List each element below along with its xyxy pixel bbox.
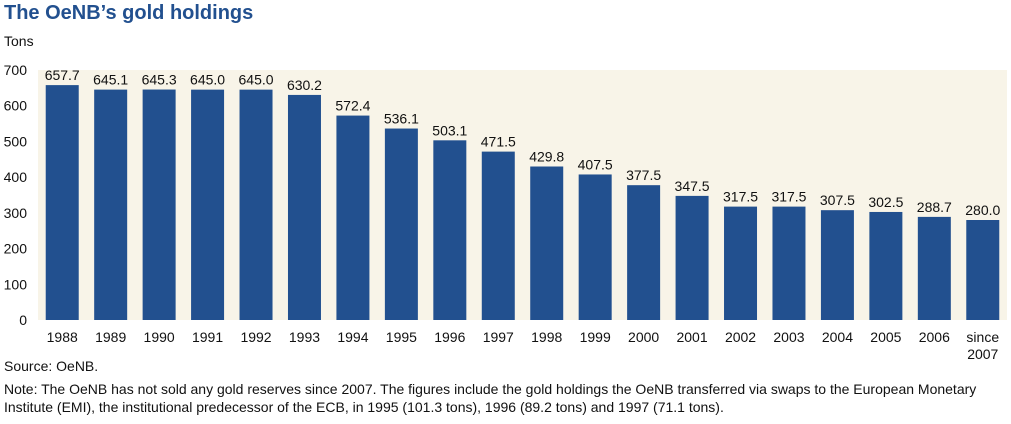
bar: [191, 89, 225, 321]
bar: [578, 174, 612, 320]
bar: [433, 140, 467, 320]
data-label: 645.0: [239, 72, 274, 88]
x-tick-label: 2000: [628, 329, 659, 345]
x-tick-label: 2005: [870, 329, 901, 345]
x-tick-label: 1990: [144, 329, 175, 345]
x-tick-label: since 2007: [966, 329, 999, 362]
data-label: 317.5: [771, 189, 806, 205]
plot-area: [38, 70, 1007, 320]
y-tick-label: 200: [4, 241, 28, 257]
bar: [530, 166, 564, 320]
x-tick-label: 2006: [919, 329, 950, 345]
x-tick-label: 1993: [289, 329, 320, 345]
data-label: 572.4: [335, 98, 370, 114]
x-tick-label: 2003: [773, 329, 804, 345]
x-tick-label: 2002: [725, 329, 756, 345]
chart-title: The OeNB’s gold holdings: [4, 2, 254, 24]
y-tick-label: 0: [19, 312, 27, 328]
bar: [142, 89, 176, 321]
data-label: 645.0: [190, 72, 225, 88]
data-label: 317.5: [723, 189, 758, 205]
x-tick-label: 1998: [531, 329, 562, 345]
bar: [869, 211, 903, 320]
data-label: 377.5: [626, 167, 661, 183]
x-tick-label: 1996: [434, 329, 465, 345]
data-label: 429.8: [529, 149, 564, 165]
data-label: 302.5: [868, 194, 903, 210]
x-tick-label: 1997: [483, 329, 514, 345]
footnote: Note: The OeNB has not sold any gold res…: [4, 381, 977, 415]
data-label: 307.5: [820, 192, 855, 208]
bar: [772, 206, 806, 320]
y-tick-label: 500: [4, 133, 28, 149]
bar: [675, 195, 709, 320]
bar: [966, 220, 1000, 320]
x-tick-label: 2004: [822, 329, 853, 345]
data-label: 657.7: [45, 67, 80, 83]
bar: [45, 85, 79, 320]
bar: [820, 210, 854, 320]
source-note: Source: OeNB.: [4, 358, 99, 374]
y-tick-label: 700: [4, 62, 28, 78]
bar: [481, 151, 515, 320]
x-tick-label: 2001: [676, 329, 707, 345]
data-label: 536.1: [384, 111, 419, 127]
x-tick-label: 1989: [95, 329, 126, 345]
data-label: 645.3: [142, 72, 177, 88]
data-label: 280.0: [965, 202, 1000, 218]
bar: [724, 206, 758, 320]
x-tick-label: 1995: [386, 329, 417, 345]
bar: [336, 115, 370, 320]
bar: [917, 216, 951, 320]
data-label: 503.1: [432, 122, 467, 138]
data-label: 407.5: [578, 156, 613, 172]
data-label: 347.5: [675, 178, 710, 194]
x-tick-label: 1992: [240, 329, 271, 345]
x-tick-label: 1991: [192, 329, 223, 345]
x-tick-label: 1988: [47, 329, 78, 345]
y-axis-label: Tons: [4, 33, 34, 49]
data-label: 630.2: [287, 77, 322, 93]
data-label: 471.5: [481, 134, 516, 150]
y-tick-label: 300: [4, 205, 28, 221]
bar: [94, 89, 128, 320]
y-tick-label: 400: [4, 169, 28, 185]
bar: [239, 89, 273, 321]
bar: [627, 185, 661, 320]
bar: [384, 128, 418, 320]
data-label: 645.1: [93, 72, 128, 88]
x-tick-label: 1999: [580, 329, 611, 345]
data-label: 288.7: [917, 199, 952, 215]
bar: [287, 94, 321, 320]
y-tick-label: 100: [4, 276, 28, 292]
y-tick-label: 600: [4, 98, 28, 114]
x-tick-label: 1994: [337, 329, 368, 345]
